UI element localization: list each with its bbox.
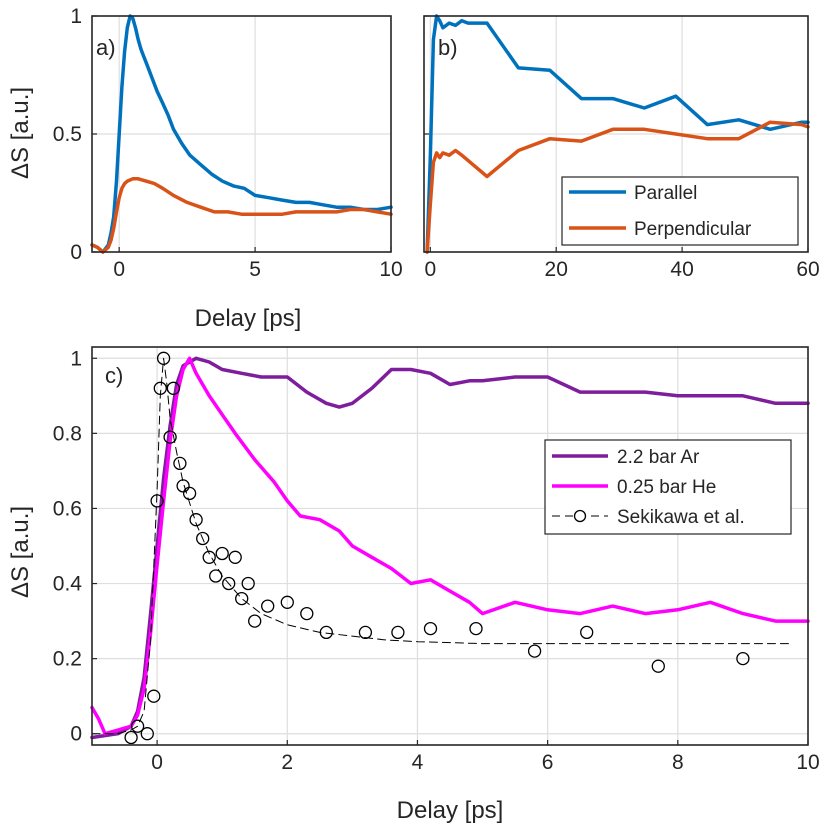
series-sekikawa-et-al-point — [147, 689, 161, 703]
legend-perpendicular-label: Perpendicular — [634, 219, 752, 240]
x-tick-label: 60 — [796, 258, 819, 281]
legend-parallel-label: Parallel — [634, 183, 697, 204]
panel-c-series — [90, 351, 810, 745]
x-tick-label: 4 — [412, 751, 424, 774]
y-tick-label: 0.8 — [53, 422, 82, 445]
series-sekikawa-et-al-point — [215, 546, 229, 561]
series-sekikawa-et-al-point — [280, 595, 294, 609]
series-sekikawa-fit-line — [91, 357, 789, 735]
panel-a-ticks: 0 5 10 0 0.5 1 — [53, 5, 403, 281]
panel-b-legend: Parallel Perpendicular — [561, 176, 799, 246]
series-sekikawa-et-al-point — [423, 621, 438, 636]
series-perpendicular-line — [90, 177, 393, 254]
y-tick-label: 0.2 — [53, 648, 82, 671]
x-tick-label: 0 — [424, 258, 436, 281]
series-sekikawa-et-al-point — [173, 456, 187, 471]
x-tick-label: 10 — [796, 751, 819, 774]
panel-a-xlabel: Delay [ps] — [195, 305, 302, 332]
panel-b-label: b) — [438, 35, 458, 60]
series-0-25-bar-he-line — [90, 356, 810, 736]
panel-c-xlabel: Delay [ps] — [397, 797, 504, 824]
y-tick-label: 0.5 — [53, 123, 82, 146]
series-sekikawa-et-al-point — [189, 513, 203, 527]
series-sekikawa-et-al-point — [248, 614, 262, 628]
series-sekikawa-et-al-point — [651, 659, 665, 673]
x-tick-label: 0 — [151, 751, 163, 774]
y-tick-label: 0 — [70, 241, 82, 264]
legend-helium-label: 0.25 bar He — [617, 477, 716, 498]
series-sekikawa-et-al-point — [261, 599, 275, 613]
series-2-2-bar-ar-line — [90, 356, 810, 740]
series-sekikawa-et-al-point — [228, 550, 242, 564]
x-tick-label: 20 — [545, 258, 568, 281]
x-tick-label: 40 — [670, 258, 693, 281]
series-sekikawa-et-al-point — [124, 730, 138, 745]
panel-c-frame — [91, 346, 809, 746]
y-tick-label: 0.6 — [53, 497, 82, 520]
y-tick-label: 0.4 — [53, 573, 83, 596]
panel-c-ticks: 0 2 4 6 8 10 0 0.2 0.4 0.6 0.8 1 — [53, 347, 820, 774]
series-sekikawa-et-al-point — [222, 576, 236, 591]
series-sekikawa-et-al-point — [580, 625, 594, 640]
legend-argon-label: 2.2 bar Ar — [617, 447, 700, 468]
series-sekikawa-et-al-point — [241, 576, 255, 591]
series-parallel-line — [90, 14, 393, 254]
y-tick-label: 1 — [70, 5, 82, 28]
legend-sekikawa-marker — [573, 509, 587, 523]
series-perpendicular-line — [425, 120, 810, 254]
series-parallel-line — [425, 14, 810, 254]
panel-c-label: c) — [105, 363, 123, 388]
panel-b-legend-box — [561, 176, 799, 246]
y-tick-label: 1 — [70, 347, 82, 370]
series-sekikawa-et-al-point — [196, 531, 210, 546]
series-sekikawa-et-al-point — [202, 550, 216, 564]
y-tick-label: 0 — [70, 723, 82, 746]
panel-b-series — [425, 14, 810, 254]
x-tick-label: 5 — [249, 258, 261, 281]
panel-a-frame — [91, 15, 392, 253]
series-sekikawa-et-al-point — [300, 606, 314, 621]
x-tick-label: 0 — [113, 258, 125, 281]
series-sekikawa-et-al-point — [235, 591, 249, 606]
series-sekikawa-et-al-point — [130, 719, 145, 733]
panel-c-ylabel: ΔS [a.u.] — [7, 506, 34, 598]
x-tick-label: 6 — [542, 751, 554, 774]
x-tick-label: 8 — [672, 751, 684, 774]
x-tick-label: 10 — [379, 258, 402, 281]
panel-b-frame — [423, 15, 809, 253]
panel-c: 0 2 4 6 8 10 0 0.2 0.4 0.6 0.8 1 c) Delay [ps] ΔS [… — [7, 346, 820, 824]
panel-a-label: a) — [96, 35, 116, 60]
series-sekikawa-et-al-point — [140, 727, 154, 741]
x-tick-label: 2 — [281, 751, 293, 774]
series-sekikawa-et-al-point — [182, 486, 197, 501]
series-sekikawa-et-al-point — [527, 644, 542, 658]
panel-c-legend: 2.2 bar Ar 0.25 bar He Sekikawa et al. — [544, 439, 792, 535]
panel-a-series — [90, 14, 393, 254]
panel-a-ylabel: ΔS [a.u.] — [7, 87, 34, 179]
series-sekikawa-et-al-point — [469, 621, 483, 636]
series-sekikawa-et-al-point — [156, 351, 171, 365]
series-sekikawa-et-al-point — [391, 625, 405, 640]
series-sekikawa-et-al-point — [358, 625, 373, 640]
panel-b: 0 20 40 60 b) Parallel Perpendicular — [423, 14, 820, 281]
series-sekikawa-et-al-point — [736, 651, 750, 666]
panel-a: 0 5 10 0 0.5 1 a) Delay [ps] ΔS [a.u.] — [7, 5, 403, 332]
series-sekikawa-et-al-point — [163, 430, 177, 444]
panel-b-ticks: 0 20 40 60 — [424, 15, 820, 281]
legend-sekikawa-label: Sekikawa et al. — [617, 507, 745, 528]
